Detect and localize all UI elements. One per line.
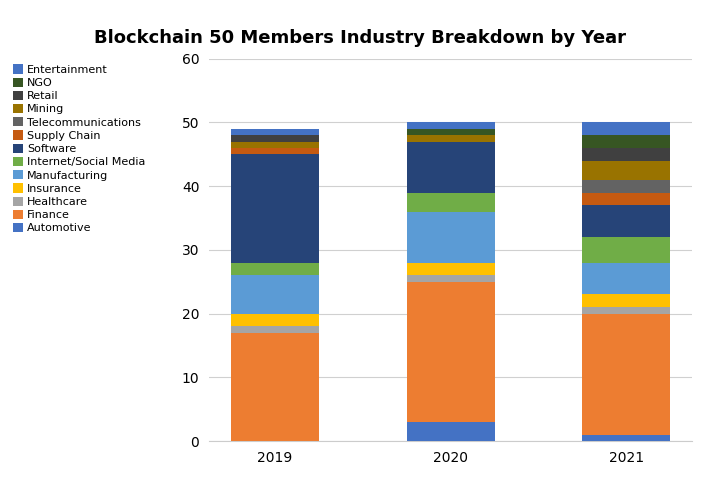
Bar [583, 161, 671, 180]
Bar [407, 212, 495, 263]
Bar [583, 193, 671, 205]
Bar [583, 294, 671, 307]
Bar [583, 307, 671, 314]
Legend: Entertainment, NGO, Retail, Mining, Telecommunications, Supply Chain, Software, : Entertainment, NGO, Retail, Mining, Tele… [13, 64, 146, 233]
Bar [583, 122, 671, 135]
Bar [407, 193, 495, 212]
Bar [407, 263, 495, 275]
Bar [231, 135, 319, 142]
Bar [231, 129, 319, 135]
Bar [231, 154, 319, 263]
Bar [583, 237, 671, 263]
Bar [231, 142, 319, 148]
Bar [231, 326, 319, 333]
Bar [407, 422, 495, 441]
Bar [583, 148, 671, 161]
Bar [231, 263, 319, 275]
Bar [231, 314, 319, 326]
Bar [407, 129, 495, 135]
Bar [583, 314, 671, 435]
Bar [583, 135, 671, 148]
Bar [583, 205, 671, 237]
Bar [583, 435, 671, 441]
Bar [407, 122, 495, 129]
Bar [407, 135, 495, 142]
Bar [231, 333, 319, 441]
Bar [407, 282, 495, 422]
Bar [407, 275, 495, 282]
Bar [583, 263, 671, 294]
Text: Blockchain 50 Members Industry Breakdown by Year: Blockchain 50 Members Industry Breakdown… [94, 29, 627, 48]
Bar [583, 180, 671, 193]
Bar [231, 275, 319, 314]
Bar [407, 142, 495, 193]
Bar [231, 148, 319, 154]
